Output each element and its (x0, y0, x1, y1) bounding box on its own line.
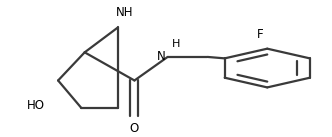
Text: HO: HO (27, 99, 45, 112)
Text: F: F (257, 28, 264, 42)
Text: NH: NH (116, 6, 133, 19)
Text: O: O (130, 122, 139, 135)
Text: H: H (172, 39, 180, 49)
Text: N: N (157, 50, 166, 63)
